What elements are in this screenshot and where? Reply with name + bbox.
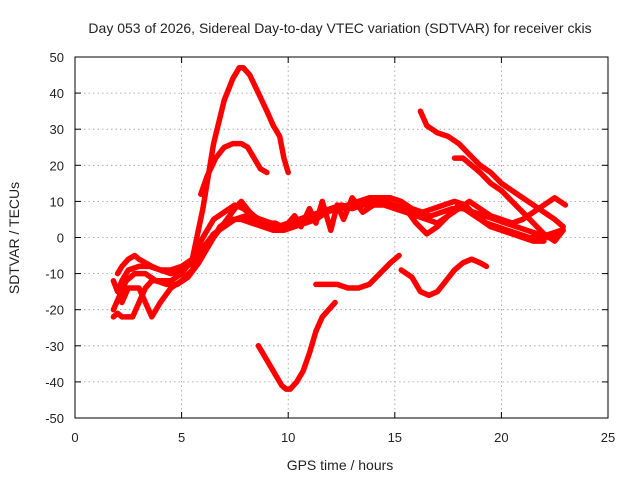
axis-ticks: 0 5 10 15 20 25 -50 -40 -30 -20 -10 0 10 20 30 40 50 [45,50,615,445]
y-tick-label: 50 [50,50,64,65]
grid-lines [75,57,608,418]
y-tick-label: 40 [50,86,64,101]
x-tick-label: 15 [388,430,402,445]
y-tick-label: 30 [50,122,64,137]
sdtvar-series-10 [417,108,566,230]
sdtvar-series-8 [313,252,402,291]
x-tick-label: 10 [281,430,295,445]
sdtvar-series-1 [110,65,291,295]
y-tick-label: -50 [45,411,64,426]
y-tick-label: 0 [57,231,64,246]
sdtvar-series-9 [398,256,490,299]
y-tick-label: -20 [45,303,64,318]
x-tick-label: 25 [601,430,615,445]
y-axis-label: SDTVAR / TECUs [6,182,22,294]
y-tick-label: -40 [45,375,64,390]
x-tick-label: 20 [494,430,508,445]
y-tick-label: 10 [50,194,64,209]
sdtvar-series-2 [198,140,270,197]
data-series [110,65,569,392]
chart-title: Day 053 of 2026, Sidereal Day-to-day VTE… [88,20,591,36]
y-tick-label: -10 [45,267,64,282]
sdtvar-series-6 [114,195,547,277]
x-tick-label: 5 [178,430,185,445]
sdtvar-series-7 [255,299,338,392]
y-tick-label: 20 [50,158,64,173]
sdtvar-series-11 [451,155,566,244]
y-tick-label: -30 [45,339,64,354]
x-tick-label: 0 [71,430,78,445]
x-axis-label: GPS time / hours [287,457,394,473]
